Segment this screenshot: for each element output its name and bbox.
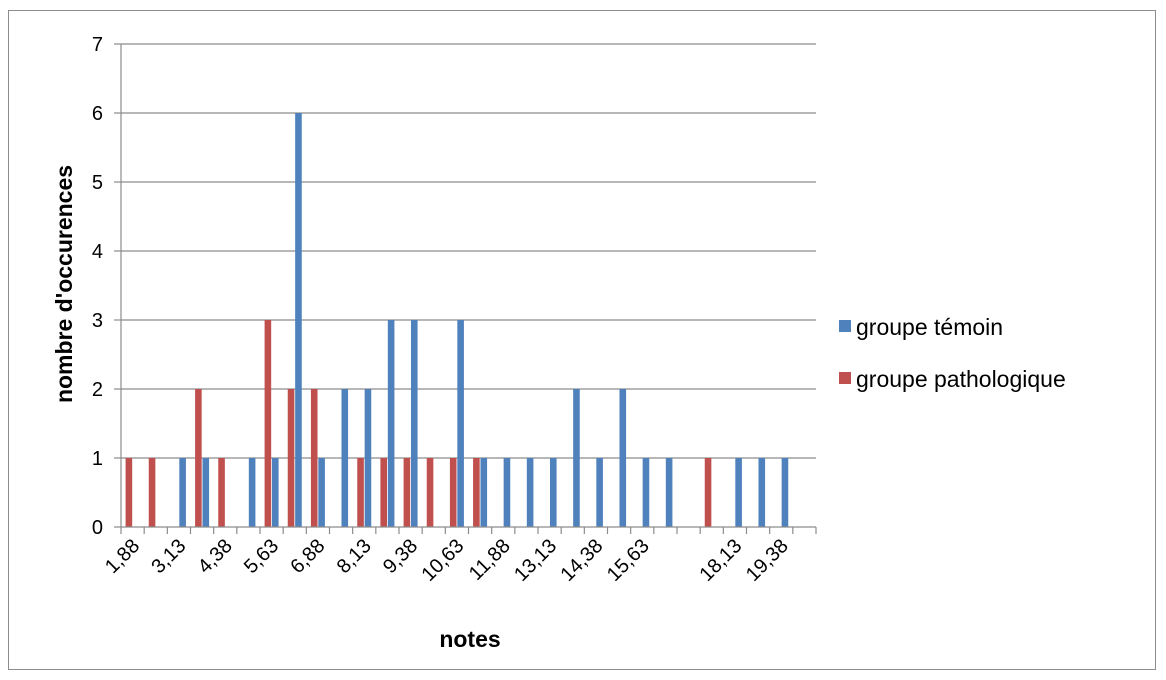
- bar-groupe-temoin: [364, 389, 372, 527]
- bar-groupe-temoin: [596, 458, 603, 527]
- bar-groupe-temoin: [271, 458, 279, 527]
- y-axis-title: nombre d'occurences: [51, 165, 77, 403]
- bar-groupe-temoin: [179, 458, 186, 527]
- bar-groupe-temoin: [573, 389, 580, 527]
- legend: groupe témoin groupe pathologique: [839, 314, 1066, 392]
- x-tick-label: 4,38: [194, 535, 237, 578]
- bar-groupe-temoin: [758, 458, 766, 527]
- x-tick-label: 14,38: [556, 535, 607, 586]
- y-tick-label: 3: [92, 310, 103, 332]
- bar-groupe-temoin: [202, 458, 210, 527]
- bar-groupe-temoin: [318, 458, 325, 527]
- y-tick-label: 5: [92, 172, 103, 194]
- x-tick-label: 11,88: [465, 535, 515, 585]
- bar-groupe-pathologique: [704, 458, 712, 527]
- bar-groupe-pathologique: [473, 458, 480, 527]
- x-tick-label: 9,38: [379, 535, 422, 578]
- x-tick-label: 5,63: [240, 535, 283, 578]
- legend-label: groupe témoin: [856, 314, 1003, 340]
- bar-groupe-pathologique: [125, 458, 133, 527]
- chart-area: [8, 10, 1156, 670]
- y-tick-label: 6: [92, 103, 103, 125]
- y-tick-label: 0: [92, 517, 103, 539]
- x-axis-title: notes: [439, 626, 500, 652]
- x-tick-label: 13,13: [510, 535, 561, 586]
- bar-groupe-pathologique: [310, 389, 318, 527]
- x-tick-label: 6,88: [286, 535, 329, 578]
- bar-groupe-temoin: [665, 458, 673, 527]
- bar-groupe-temoin: [480, 458, 488, 527]
- bar-groupe-temoin: [295, 113, 302, 527]
- x-tick-label: 19,38: [742, 535, 793, 586]
- x-tick-label: 1,88: [101, 535, 144, 578]
- bar-groupe-temoin: [619, 389, 627, 527]
- y-tick-label: 7: [92, 34, 103, 56]
- x-tick-label: 10,63: [417, 535, 468, 586]
- x-tick-label: 8,13: [333, 535, 376, 578]
- bar-groupe-pathologique: [380, 458, 388, 527]
- legend-label: groupe pathologique: [856, 366, 1066, 392]
- bar-groupe-temoin: [735, 458, 742, 527]
- y-tick-label: 4: [92, 241, 103, 263]
- bar-groupe-temoin: [387, 320, 395, 527]
- bar-groupe-temoin: [642, 458, 650, 527]
- bar-groupe-pathologique: [403, 458, 411, 527]
- bar-groupe-pathologique: [264, 320, 272, 527]
- bar-groupe-temoin: [526, 458, 534, 527]
- bar-groupe-pathologique: [287, 389, 295, 527]
- bar-groupe-pathologique: [218, 458, 225, 527]
- bar-groupe-temoin: [549, 458, 557, 527]
- bar-groupe-pathologique: [426, 458, 434, 527]
- bar-groupe-temoin: [457, 320, 464, 527]
- bar-groupe-temoin: [503, 458, 511, 527]
- bar-groupe-pathologique: [148, 458, 156, 527]
- x-tick-label: 3,13: [147, 535, 190, 578]
- bar-groupe-temoin: [410, 320, 418, 527]
- legend-swatch: [839, 320, 851, 332]
- bar-groupe-temoin: [341, 389, 349, 527]
- y-tick-label: 2: [92, 379, 103, 401]
- bar-groupe-pathologique: [357, 458, 364, 527]
- x-tick-label: 15,63: [603, 535, 654, 586]
- y-tick-label: 1: [92, 448, 103, 470]
- bar-groupe-temoin: [781, 458, 789, 527]
- legend-swatch: [839, 372, 851, 384]
- bar-groupe-temoin: [248, 458, 256, 527]
- bar-groupe-pathologique: [195, 389, 202, 527]
- x-tick-label: 18,13: [695, 535, 746, 586]
- bar-groupe-pathologique: [449, 458, 457, 527]
